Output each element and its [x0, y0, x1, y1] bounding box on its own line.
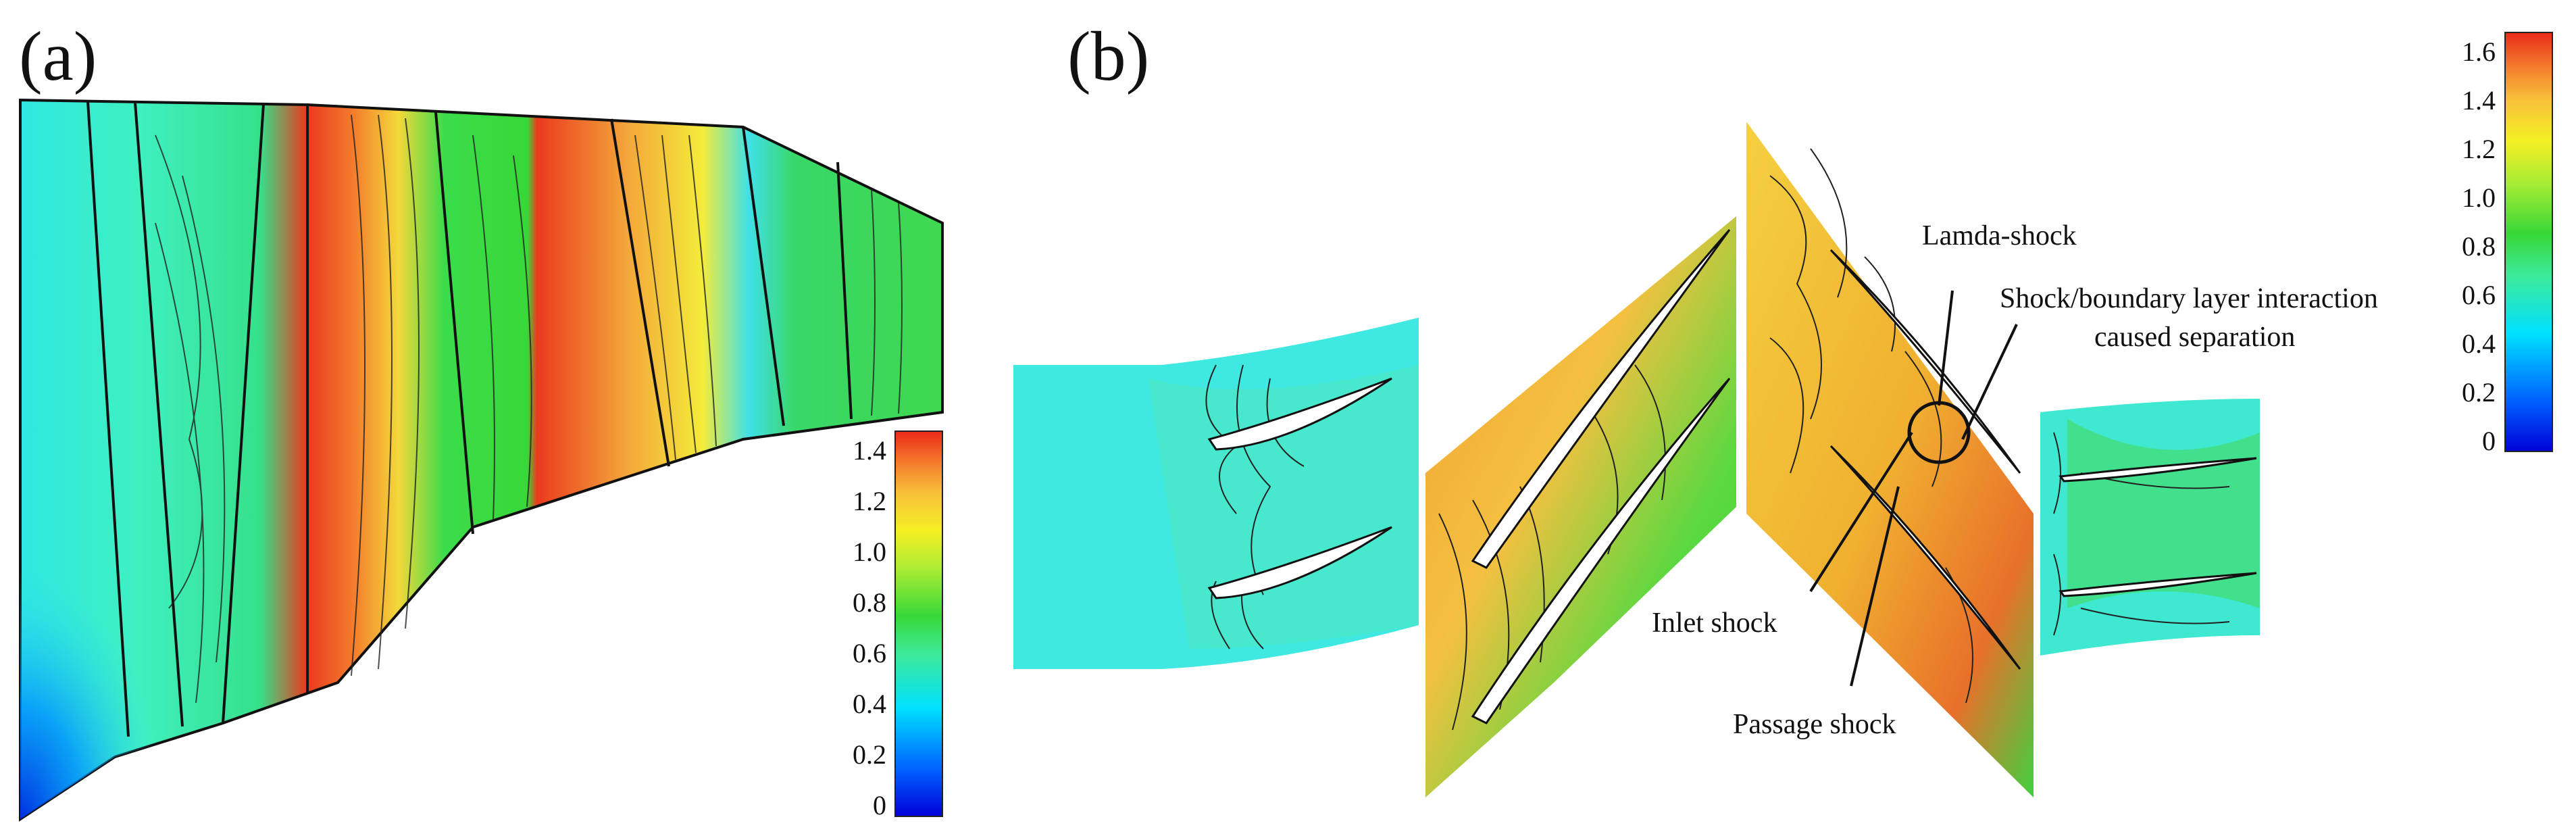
colorbar-a: 1.4 1.2 1.0 0.8 0.6 0.4 0.2 0	[853, 430, 943, 820]
shock-bl-interaction-label: Shock/boundary layer interaction	[2000, 283, 2378, 314]
blade-to-blade-contour-plot	[1013, 122, 2260, 797]
colorbar-b-tick: 1.6	[2462, 36, 2496, 67]
panel-b-label: (b)	[1067, 18, 1149, 95]
colorbar-b-tick: 1.4	[2462, 85, 2496, 116]
lamda-shock-label: Lamda-shock	[1922, 220, 2077, 251]
colorbar-b-tick: 1.2	[2462, 134, 2496, 164]
colorbar-b-tick: 0	[2482, 426, 2496, 456]
colorbar-a-tick: 0.4	[853, 689, 886, 719]
passage-shock-label: Passage shock	[1733, 709, 1896, 740]
colorbar-a-tick: 0.6	[853, 638, 886, 668]
colorbar-a-tick: 0	[873, 790, 886, 820]
colorbar-a-tick: 1.2	[853, 486, 886, 516]
colorbar-b-tick: 1.0	[2462, 182, 2496, 213]
colorbar-a-tick: 0.2	[853, 739, 886, 770]
panel-a-label: (a)	[19, 18, 97, 95]
shock-annotations: Lamda-shock Shock/boundary layer interac…	[1652, 220, 2378, 740]
colorbar-b-tick: 0.6	[2462, 280, 2496, 310]
caused-separation-label: caused separation	[2094, 322, 2295, 353]
colorbar-a-tick: 1.0	[853, 537, 886, 567]
colorbar-b-tick: 0.4	[2462, 328, 2496, 359]
colorbar-b: 1.6 1.4 1.2 1.0 0.8 0.6 0.4 0.2 0	[2462, 32, 2553, 456]
colorbar-a-tick: 1.4	[853, 435, 886, 466]
colorbar-b-tick: 0.2	[2462, 377, 2496, 408]
inlet-shock-label: Inlet shock	[1652, 608, 1777, 639]
colorbar-a-tick: 0.8	[853, 587, 886, 618]
meridional-contour-plot	[19, 98, 944, 822]
colorbar-b-tick: 0.8	[2462, 231, 2496, 262]
